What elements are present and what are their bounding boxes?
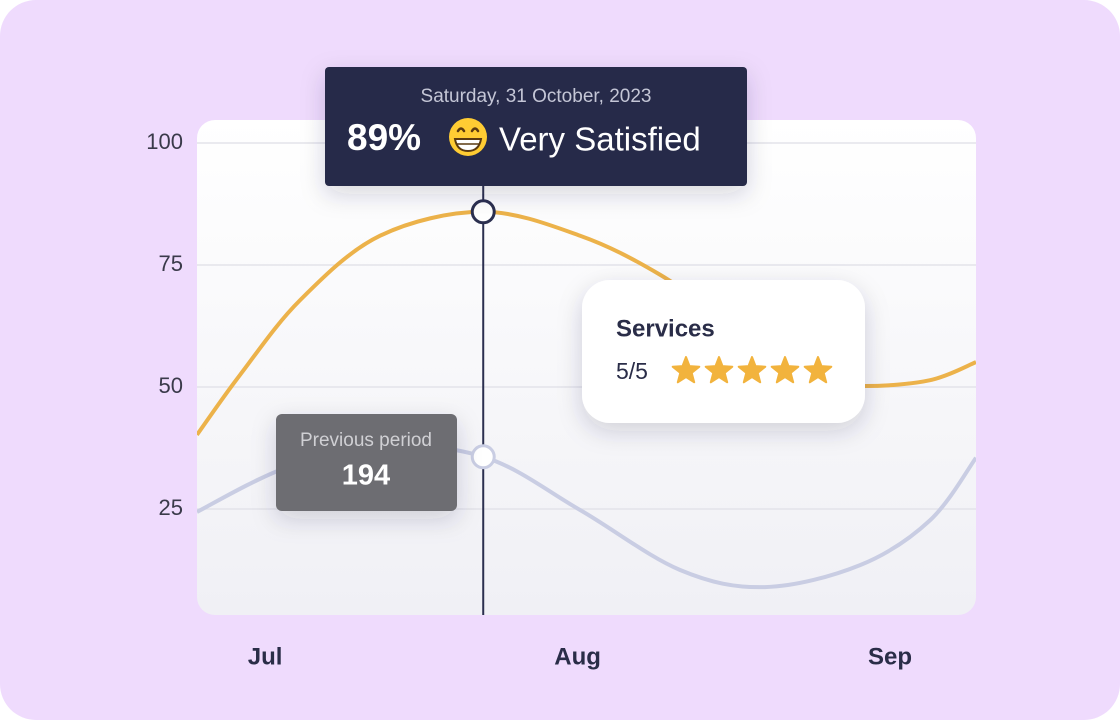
star xyxy=(671,356,701,384)
star xyxy=(704,356,734,384)
previous-label: Previous period xyxy=(300,430,432,451)
star xyxy=(803,356,833,384)
series-line xyxy=(197,209,976,436)
previous-value: 194 xyxy=(342,460,390,492)
tooltip-score: 89% xyxy=(347,117,421,158)
x-tick-label: Sep xyxy=(868,643,912,670)
hover-point xyxy=(470,444,496,470)
services-box xyxy=(582,280,865,423)
star xyxy=(737,356,767,384)
services-card xyxy=(582,280,865,423)
y-tick-label: 75 xyxy=(159,251,183,276)
previous-tooltip xyxy=(276,414,457,511)
y-tick-label: 100 xyxy=(146,129,183,154)
previous-box xyxy=(276,414,457,511)
emoji xyxy=(449,118,487,156)
star xyxy=(770,356,800,384)
services-rating: 5/5 xyxy=(616,358,648,384)
services-title: Services xyxy=(616,315,715,342)
y-tick-label: 50 xyxy=(159,373,183,398)
tooltip-box xyxy=(325,67,747,186)
x-tick-label: Jul xyxy=(248,643,283,670)
hover-point xyxy=(470,199,496,225)
tooltip-mood: Very Satisfied xyxy=(499,121,701,158)
x-tick-label: Aug xyxy=(554,643,601,670)
y-tick-label: 25 xyxy=(159,495,183,520)
tooltip-date: Saturday, 31 October, 2023 xyxy=(421,86,652,107)
stars xyxy=(671,356,833,384)
main-tooltip xyxy=(325,67,747,186)
